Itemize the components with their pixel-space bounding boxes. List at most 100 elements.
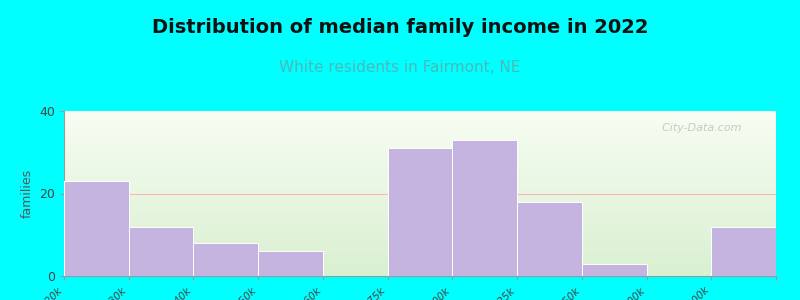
Bar [64,182,776,183]
Bar [64,181,776,182]
Bar [64,198,776,199]
Bar [64,130,776,131]
Bar [64,208,776,209]
Bar [64,253,776,254]
Bar [64,166,776,167]
Bar [64,223,776,224]
Bar [64,266,776,267]
Bar [64,229,776,230]
Bar [64,240,776,241]
Bar [64,262,776,263]
Bar [64,264,776,265]
Bar [64,268,776,269]
Bar [64,217,776,218]
Bar [64,122,776,123]
Bar [64,194,776,195]
Bar [64,150,776,151]
Bar [64,118,776,119]
Bar [64,143,776,144]
Bar [64,200,776,201]
Bar [64,134,776,135]
Bar [64,117,776,118]
Bar [64,255,776,256]
Bar [64,138,776,139]
Text: White residents in Fairmont, NE: White residents in Fairmont, NE [279,60,521,75]
Bar [64,206,776,207]
Bar [64,195,776,196]
Bar [64,162,776,163]
Bar [64,141,776,142]
Bar [64,274,776,275]
Bar [64,202,776,203]
Bar [64,213,776,214]
Bar [64,163,776,164]
Bar [64,113,776,114]
Bar [64,192,776,193]
Bar [64,123,776,124]
Bar [64,263,776,264]
Bar [64,153,776,154]
Bar [64,133,776,134]
Bar [64,177,776,178]
Bar [64,124,776,125]
Bar [64,271,776,272]
Bar [64,207,776,208]
Bar [64,114,776,115]
Bar [64,214,776,215]
Bar [64,218,776,219]
Bar [711,226,776,276]
Bar [64,205,776,206]
Bar [64,211,776,212]
Bar [64,144,776,145]
Bar [64,135,776,136]
Bar [64,216,776,217]
Bar [64,127,776,128]
Bar [64,131,776,132]
Bar [64,241,776,242]
Bar [64,132,776,133]
Bar [64,125,776,126]
Bar [64,193,776,194]
Bar [64,178,776,179]
Bar [64,260,776,261]
Bar [64,273,776,274]
Bar [64,197,776,198]
Bar [64,265,776,266]
Text: Distribution of median family income in 2022: Distribution of median family income in … [152,18,648,37]
Bar [64,232,776,233]
Bar [64,169,776,170]
Bar [64,157,776,158]
Bar [64,242,776,243]
Bar [64,258,776,259]
Bar [517,202,582,276]
Bar [64,137,776,138]
Bar [64,179,776,180]
Bar [64,126,776,127]
Bar [388,148,452,276]
Bar [64,246,776,247]
Bar [64,111,776,112]
Bar [64,156,776,157]
Bar [64,236,776,237]
Bar [64,168,776,169]
Bar [64,261,776,262]
Bar [64,148,776,149]
Bar [64,121,776,122]
Bar [64,181,129,276]
Bar [64,222,776,223]
Bar [64,160,776,161]
Bar [64,254,776,255]
Bar [64,129,776,130]
Bar [64,159,776,160]
Bar [64,190,776,191]
Bar [64,169,776,170]
Bar [64,128,776,129]
Bar [64,234,776,235]
Bar [64,180,776,181]
Bar [64,275,776,276]
Bar [64,201,776,202]
Bar [64,252,776,253]
Bar [194,243,258,276]
Bar [64,248,776,249]
Bar [64,167,776,168]
